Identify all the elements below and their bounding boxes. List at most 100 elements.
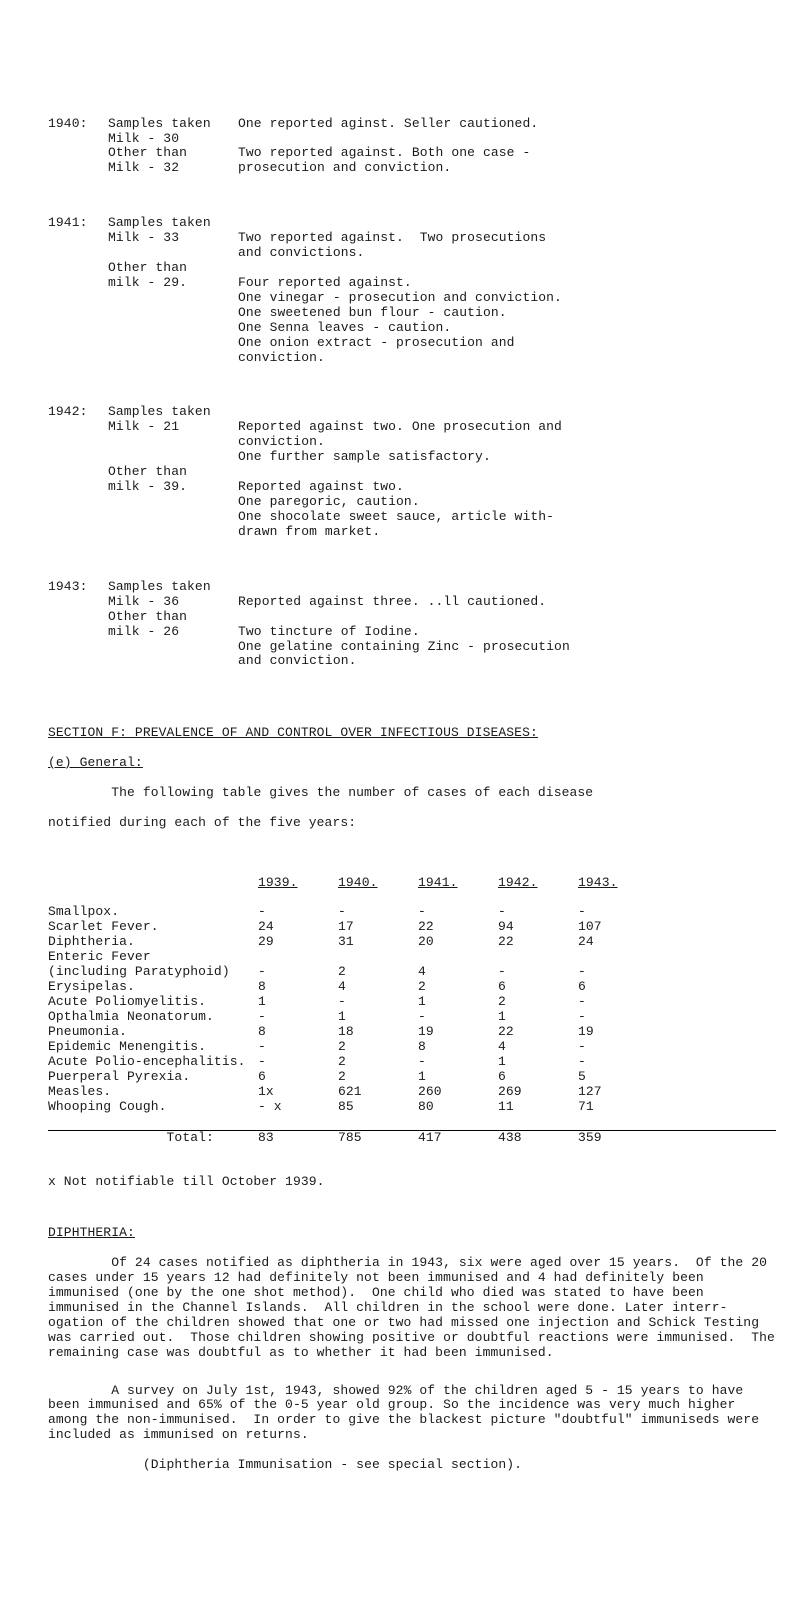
line: Milk - 21	[108, 419, 179, 434]
line: Two reported against. Both one case -	[238, 145, 530, 160]
cell: 80	[418, 1100, 498, 1115]
line: milk - 39.	[108, 479, 187, 494]
table-row: Whooping Cough.- x85801171	[48, 1100, 776, 1115]
cell: 29	[258, 935, 338, 950]
cell: 6	[498, 980, 578, 995]
sample-block-1940: 1940: Samples taken Milk - 30 Other than…	[48, 117, 776, 177]
line: prosecution and conviction.	[238, 160, 451, 175]
cell: -	[578, 965, 658, 980]
line: conviction.	[238, 350, 325, 365]
table-row: Opthalmia Neonatorum.-1-1-	[48, 1010, 776, 1025]
sample-block-1943: 1943: Samples taken Milk - 36 Other than…	[48, 580, 776, 670]
cell	[258, 950, 338, 965]
sample-text: One reported aginst. Seller cautioned. T…	[238, 117, 776, 177]
cell: 785	[338, 1131, 418, 1146]
table-row: Diphtheria.2931202224	[48, 935, 776, 950]
cell: Whooping Cough.	[48, 1100, 258, 1115]
line: Two tincture of Iodine.	[238, 624, 420, 639]
cell	[338, 950, 418, 965]
cell: 2	[418, 980, 498, 995]
table-footnote: x Not notifiable till October 1939.	[48, 1175, 776, 1190]
cell: 85	[338, 1100, 418, 1115]
table-row: Measles.1x621260269127	[48, 1085, 776, 1100]
cell: 17	[338, 920, 418, 935]
cell: -	[578, 1010, 658, 1025]
cell: 24	[258, 920, 338, 935]
line: One further sample satisfactory.	[238, 449, 491, 464]
cell: 438	[498, 1131, 578, 1146]
sample-lines: Samples taken Milk - 36 Other than milk …	[108, 580, 238, 670]
hdr: 1943.	[578, 876, 658, 891]
cell: -	[418, 1055, 498, 1070]
cell: 4	[418, 965, 498, 980]
table-row: Smallpox.-----	[48, 905, 776, 920]
cell: 19	[578, 1025, 658, 1040]
cell: 260	[418, 1085, 498, 1100]
line: Two reported against. Two prosecutions	[238, 230, 546, 245]
cell: Enteric Fever	[48, 950, 258, 965]
line: Other than	[108, 609, 187, 624]
cell: 5	[578, 1070, 658, 1085]
cell: -	[258, 1055, 338, 1070]
table-row: Enteric Fever	[48, 950, 776, 965]
cell: Pneumonia.	[48, 1025, 258, 1040]
cell: 19	[418, 1025, 498, 1040]
sample-text: Reported against three. ..ll cautioned. …	[238, 580, 776, 670]
cell: -	[258, 1010, 338, 1025]
hdr: 1939.	[258, 876, 338, 891]
year-label: 1941:	[48, 216, 108, 365]
table-header-row: 1939.1940.1941.1942.1943.	[48, 876, 776, 891]
sample-lines: Samples taken Milk - 30 Other than Milk …	[108, 117, 238, 177]
cell: 83	[258, 1131, 338, 1146]
line: conviction.	[238, 434, 325, 449]
line: Milk - 30	[108, 131, 179, 146]
cell: 8	[418, 1040, 498, 1055]
diphtheria-para-1: Of 24 cases notified as diphtheria in 19…	[48, 1256, 776, 1361]
disease-table: 1939.1940.1941.1942.1943. Smallpox.-----…	[48, 861, 776, 1161]
cell: 1	[258, 995, 338, 1010]
cell: -	[578, 905, 658, 920]
cell: -	[418, 1010, 498, 1025]
line: Four reported against.	[238, 275, 412, 290]
cell: 31	[338, 935, 418, 950]
cell: 2	[338, 1040, 418, 1055]
samples-section: 1940: Samples taken Milk - 30 Other than…	[48, 102, 776, 685]
year-label: 1942:	[48, 405, 108, 539]
line: Milk - 36	[108, 594, 179, 609]
line: One reported aginst. Seller cautioned.	[238, 116, 538, 131]
line: Samples taken	[108, 116, 211, 131]
cell	[418, 950, 498, 965]
cell: -	[338, 905, 418, 920]
line: One onion extract - prosecution and	[238, 335, 515, 350]
line: One Senna leaves - caution.	[238, 320, 451, 335]
cell: 24	[578, 935, 658, 950]
cell: (including Paratyphoid)	[48, 965, 258, 980]
diph-heading-text: DIPHTHERIA:	[48, 1225, 135, 1240]
cell: 94	[498, 920, 578, 935]
cell: 2	[338, 1070, 418, 1085]
line: Other than	[108, 145, 187, 160]
cell: 417	[418, 1131, 498, 1146]
table-row: Puerperal Pyrexia.62165	[48, 1070, 776, 1085]
cell: 1	[418, 1070, 498, 1085]
cell: 2	[338, 1055, 418, 1070]
totals-row: Total:83785417438359	[48, 1130, 776, 1146]
hdr	[48, 876, 258, 891]
cell: 20	[418, 935, 498, 950]
line: Reported against two.	[238, 479, 404, 494]
cell: 127	[578, 1085, 658, 1100]
cell: 1	[498, 1010, 578, 1025]
sample-lines: Samples taken Milk - 21 Other than milk …	[108, 405, 238, 539]
cell: Total:	[48, 1131, 258, 1146]
line: drawn from market.	[238, 524, 380, 539]
table-row: Scarlet Fever.24172294107	[48, 920, 776, 935]
line: One shocolate sweet sauce, article with-	[238, 509, 554, 524]
line: Milk - 32	[108, 160, 179, 175]
table-intro-1: The following table gives the number of …	[48, 786, 776, 801]
sub-e-text: (e) General:	[48, 755, 143, 770]
cell: 8	[258, 980, 338, 995]
cell: 1	[498, 1055, 578, 1070]
cell: 4	[338, 980, 418, 995]
cell: - x	[258, 1100, 338, 1115]
hdr: 1941.	[418, 876, 498, 891]
